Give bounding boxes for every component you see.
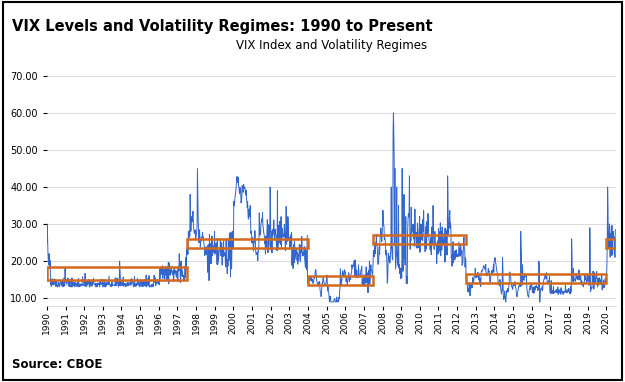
Bar xyxy=(466,274,606,283)
Bar xyxy=(373,235,466,244)
Bar xyxy=(606,239,616,248)
Bar xyxy=(187,239,308,248)
Text: Source: CBOE: Source: CBOE xyxy=(12,358,103,371)
Title: VIX Index and Volatility Regimes: VIX Index and Volatility Regimes xyxy=(236,39,427,52)
Text: VIX Levels and Volatility Regimes: 1990 to Present: VIX Levels and Volatility Regimes: 1990 … xyxy=(12,19,433,34)
Bar xyxy=(308,276,373,285)
Bar xyxy=(47,267,187,280)
